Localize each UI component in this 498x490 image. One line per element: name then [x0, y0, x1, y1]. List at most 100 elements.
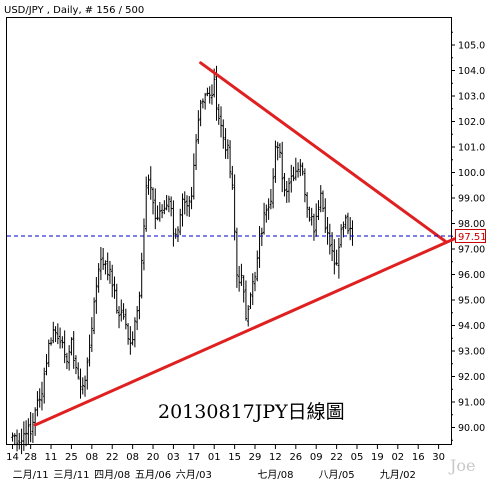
ohlc-bar — [165, 194, 168, 211]
ohlc-bar — [276, 141, 279, 161]
ohlc-bar — [274, 140, 277, 183]
ohlc-bar — [203, 92, 207, 110]
ohlc-bar — [147, 174, 150, 195]
x-day-label: 11 — [45, 452, 58, 463]
ohlc-bar — [13, 433, 16, 446]
trendlines: 97.51 — [7, 61, 487, 427]
ohlc-bar — [296, 162, 300, 178]
ohlc-bar — [269, 189, 273, 210]
ohlc-bar — [95, 277, 98, 314]
ohlc-bar — [156, 205, 159, 221]
ohlc-bar — [324, 198, 327, 233]
ohlc-bar — [77, 362, 80, 380]
ohlc-bar — [52, 321, 55, 344]
ohlc-bar — [308, 206, 311, 222]
ohlc-bar — [65, 352, 69, 370]
ohlc-bar — [174, 228, 177, 239]
ohlc-bar — [154, 188, 157, 230]
ohlc-bar — [111, 264, 114, 298]
ohlc-bar — [169, 196, 173, 217]
ohlc-bar — [315, 203, 318, 237]
ohlc-bar — [67, 345, 71, 371]
ohlc-bar — [183, 191, 186, 215]
ohlc-bar — [265, 204, 268, 223]
ohlc-bar — [142, 218, 146, 271]
y-tick-label: 94.00 — [458, 321, 485, 332]
ohlc-bar — [206, 87, 209, 97]
ohlc-bar — [256, 250, 259, 282]
ohlc-bar — [120, 299, 123, 322]
time-axis: 14 28 11 25 08 22 08 20 03 17 01 15 29 12 26 09 22 05 19 02… — [6, 445, 445, 481]
chart-title: USD/JPY , Daily, # 156 / 500 — [4, 5, 144, 16]
y-tick-label: 102.0 — [458, 117, 485, 128]
x-day-label: 08 — [85, 452, 98, 463]
ohlc-bar — [201, 98, 205, 109]
y-tick-label: 105.0 — [458, 41, 485, 52]
ohlc-bar — [74, 355, 78, 375]
ohlc-bar — [172, 200, 175, 247]
trendline-upper — [199, 61, 447, 243]
y-tick-label: 92.00 — [458, 372, 485, 383]
y-tick-label: 97.00 — [458, 245, 485, 256]
ohlc-bar — [258, 226, 261, 268]
ohlc-bar — [54, 326, 57, 343]
ohlc-bar — [253, 271, 257, 292]
ohlc-bar — [49, 337, 53, 346]
ohlc-bar — [337, 237, 341, 279]
ohlc-bar — [224, 128, 227, 159]
ohlc-bar — [36, 391, 39, 417]
ohlc-bar — [219, 106, 223, 138]
ohlc-bar — [262, 202, 266, 235]
ohlc-bar — [292, 166, 295, 182]
x-day-label: 01 — [208, 452, 221, 463]
ohlc-bar — [99, 247, 103, 281]
ohlc-bar — [290, 164, 293, 193]
trendline-lower — [33, 237, 456, 427]
y-tick-label: 90.00 — [458, 423, 485, 434]
ohlc-bar — [326, 216, 329, 245]
x-month-label: 六月/03 — [176, 469, 212, 481]
ohlc-bar — [190, 186, 193, 210]
x-month-label: 三月/11 — [53, 469, 89, 481]
ohlc-bar — [133, 317, 137, 348]
ohlc-bar — [160, 204, 164, 219]
ohlc-bar — [244, 280, 248, 321]
x-month-label: 四月/08 — [94, 469, 130, 481]
ohlc-bar — [124, 308, 128, 330]
ohlc-bar — [335, 249, 338, 266]
ohlc-bar — [129, 326, 132, 355]
ohlc-bar — [242, 275, 245, 303]
ohlc-bar — [281, 141, 284, 193]
ohlc-bar — [145, 176, 148, 232]
ohlc-bar — [344, 214, 347, 230]
x-day-label: 29 — [249, 452, 262, 463]
ohlc-bar — [192, 153, 196, 200]
ohlc-bar — [287, 177, 291, 203]
ohlc-bar — [260, 227, 264, 247]
x-day-label: 15 — [228, 452, 241, 463]
y-tick-label: 99.00 — [458, 194, 485, 205]
ohlc-bar — [310, 207, 313, 226]
ohlc-bar — [45, 354, 48, 376]
price-axis: 90.00 91.00 92.00 93.00 94.00 95.00 96.00 97.00… — [451, 31, 485, 441]
y-tick-label: 95.00 — [458, 296, 485, 307]
x-day-label: 02 — [391, 452, 404, 463]
ohlc-bar — [86, 357, 89, 390]
ohlc-bar — [346, 212, 350, 235]
x-day-label: 19 — [371, 452, 384, 463]
ohlc-bar — [283, 172, 286, 197]
ohlc-bar — [330, 232, 334, 262]
ohlc-bar — [240, 263, 243, 286]
ohlc-bar — [63, 330, 66, 364]
ohlc-bar — [351, 220, 354, 246]
ohlc-bar — [24, 420, 28, 447]
ohlc-bar — [122, 303, 125, 320]
x-month-label: 八月/05 — [319, 469, 355, 481]
ohlc-bar — [235, 227, 239, 288]
ohlc-bar — [38, 388, 41, 408]
ohlc-bar — [18, 432, 21, 450]
x-month-label: 二月/11 — [13, 469, 49, 481]
y-tick-label: 103.0 — [458, 92, 485, 103]
ohlc-bar — [228, 140, 232, 179]
